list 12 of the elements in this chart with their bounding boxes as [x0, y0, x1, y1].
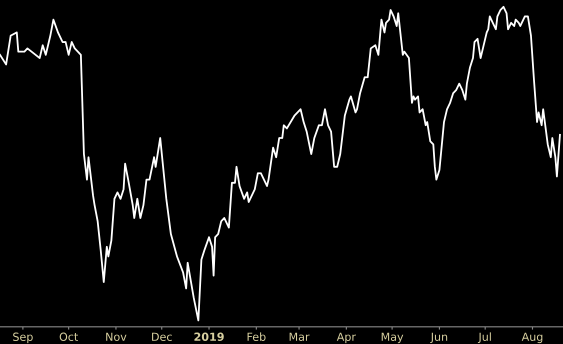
x-tick-label: 2019 — [194, 332, 224, 341]
x-tick-label: Aug — [522, 332, 542, 344]
x-tick-label: Feb — [248, 332, 266, 341]
x-tick-label: Jul — [478, 332, 491, 344]
x-tick-label: Apr — [336, 332, 356, 344]
x-tick-label: Sep — [13, 332, 33, 344]
x-tick-label: Oct — [60, 332, 78, 341]
x-tick-label: Jun — [430, 332, 448, 344]
x-tick-label: May — [382, 332, 404, 344]
x-tick-label: Dec — [152, 332, 172, 341]
x-tick-label: Mar — [290, 332, 310, 341]
x-tick-label: Nov — [106, 332, 126, 341]
